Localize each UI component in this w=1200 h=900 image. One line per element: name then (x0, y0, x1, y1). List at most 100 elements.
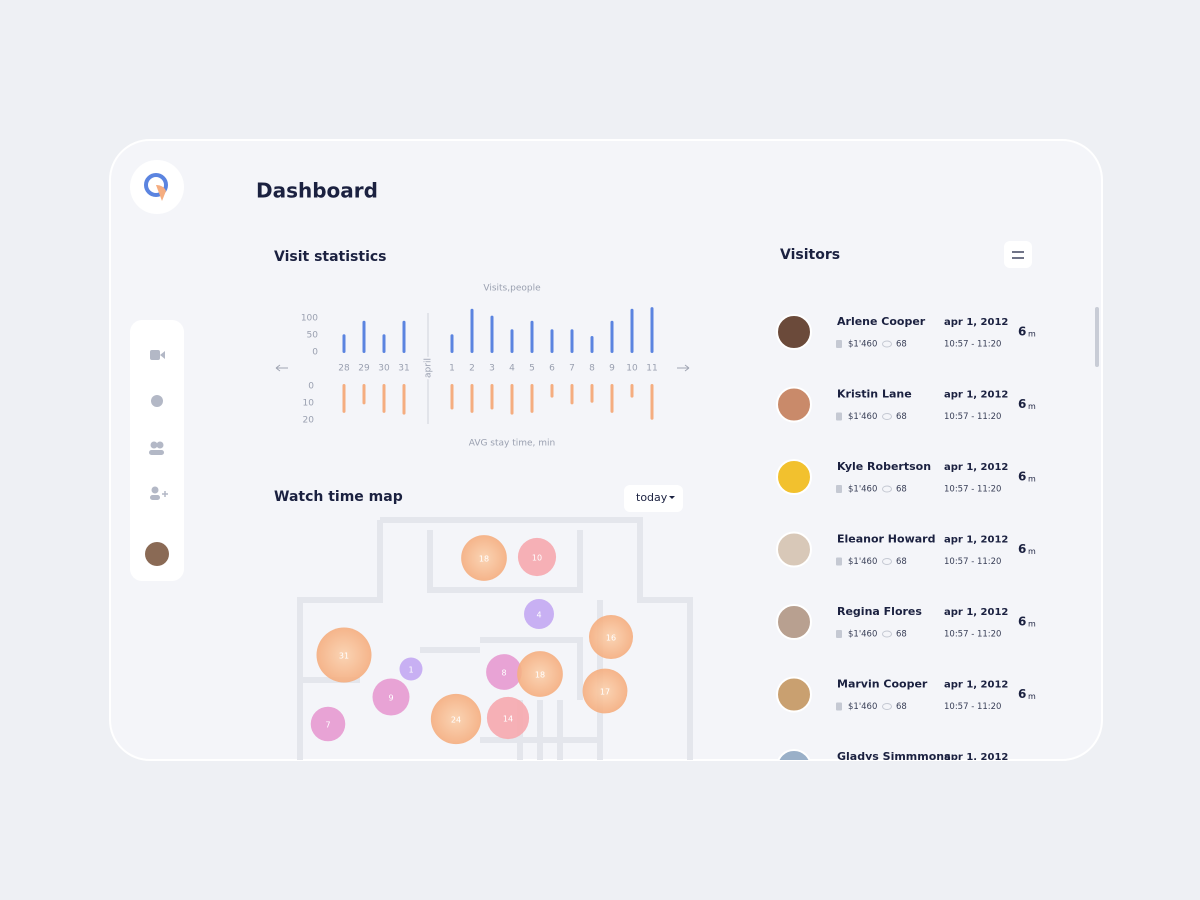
profile-avatar[interactable] (145, 542, 169, 566)
views-icon (882, 340, 892, 348)
bubble-label: 17 (600, 688, 610, 697)
visit-duration: 6 (1018, 325, 1026, 339)
stay-bar (510, 384, 514, 415)
filter-icon (1012, 251, 1024, 259)
visitor-name[interactable]: Eleanor Howard (837, 533, 935, 546)
scrollbar[interactable] (1095, 307, 1099, 367)
stay-bar (590, 384, 594, 403)
map-bubble (430, 693, 482, 745)
visit-views: 68 (896, 702, 907, 712)
visit-time: 10:57 - 11:20 (944, 485, 1001, 495)
map-bubble (461, 535, 507, 581)
visits-bar (610, 320, 614, 353)
duration-unit: m (1028, 475, 1036, 484)
map-bubble (517, 651, 563, 697)
map-bubble (582, 668, 628, 714)
stay-bar (610, 384, 614, 413)
bubble-label: 14 (503, 715, 513, 724)
visit-date: apr 1, 2012 (944, 680, 1008, 691)
logo-icon (144, 173, 168, 197)
views-icon (882, 558, 892, 565)
card (109, 139, 1103, 761)
x-tick-label: 6 (549, 364, 555, 374)
visitor-name[interactable]: Marvin Cooper (837, 678, 928, 691)
map-bubble (372, 678, 410, 716)
period-dropdown[interactable] (624, 485, 683, 512)
y-tick-label: 10 (303, 399, 315, 409)
bubble-label: 18 (479, 555, 489, 564)
map-bubble (310, 706, 346, 742)
bubble-label: 9 (388, 694, 393, 703)
section-title: Visit statistics (274, 249, 387, 265)
stay-bar (382, 384, 386, 413)
amount-icon (836, 485, 842, 493)
period-value: today (636, 491, 668, 504)
map-bubble (486, 654, 522, 690)
nav-users[interactable] (150, 441, 158, 449)
visitor-name[interactable]: Regina Flores (837, 605, 922, 618)
nav-video (160, 351, 165, 359)
bubble-label: 31 (339, 652, 349, 661)
y-tick-label: 100 (301, 314, 318, 324)
duration-unit: m (1028, 547, 1036, 556)
visitor-avatar (776, 749, 812, 760)
visit-date: apr 1, 2012 (944, 462, 1008, 473)
x-tick-label: 8 (589, 364, 595, 374)
visits-bar (402, 320, 406, 353)
y-tick-label: 50 (307, 331, 319, 341)
visit-date: apr 1, 2012 (944, 390, 1008, 401)
visitor-avatar (776, 604, 812, 640)
next-arrow[interactable] (677, 364, 690, 372)
duration-unit: m (1028, 692, 1036, 701)
map-bubble (316, 627, 372, 683)
dropdown-caret (669, 496, 675, 499)
logo-icon (156, 184, 166, 201)
visit-date: apr 1, 2012 (944, 752, 1008, 763)
stay-bar (530, 384, 534, 413)
x-tick-label: 4 (509, 364, 515, 374)
duration-unit: m (1028, 330, 1036, 339)
visits-bar (470, 308, 474, 353)
x-tick-label: 31 (398, 364, 409, 374)
visit-views: 68 (896, 412, 907, 422)
bubble-label: 24 (451, 716, 461, 725)
visits-bar (342, 334, 346, 353)
visitor-avatar (776, 459, 812, 495)
floor-plan (297, 517, 693, 760)
visitor-avatar (776, 531, 812, 568)
visit-duration: 6 (1018, 687, 1026, 701)
nav-add-user[interactable] (151, 486, 159, 494)
nav-stats[interactable] (151, 395, 163, 407)
x-tick-label: 5 (529, 364, 535, 374)
prev-arrow[interactable] (275, 364, 288, 372)
visit-duration: 6 (1018, 542, 1026, 556)
visitor-name[interactable]: Kyle Robertson (837, 460, 931, 473)
visitor-name[interactable]: Arlene Cooper (837, 315, 926, 328)
visitor-name[interactable]: Kristin Lane (837, 388, 912, 401)
visit-duration: 6 (1018, 760, 1026, 774)
y-tick-label: 0 (312, 348, 318, 358)
x-tick-label: 11 (646, 364, 657, 374)
amount-icon (836, 630, 842, 638)
stay-bar (630, 384, 634, 398)
stay-bar (402, 384, 406, 415)
visits-bar (450, 334, 454, 353)
visit-duration: 6 (1018, 397, 1026, 411)
stay-bar (450, 384, 454, 410)
visit-duration: 6 (1018, 615, 1026, 629)
visit-amount: $1'460 (848, 557, 877, 567)
visit-time: 10:57 - 11:20 (944, 702, 1001, 712)
bubble-label: 18 (535, 671, 545, 680)
visit-time: 10:57 - 11:20 (944, 630, 1001, 640)
map-bubble (517, 537, 557, 577)
bubble-label: 10 (532, 554, 542, 563)
duration-unit: m (1028, 402, 1036, 411)
visits-bar (510, 329, 514, 353)
nav-video[interactable] (150, 350, 160, 360)
bubble-label: 8 (501, 669, 506, 678)
visitor-name[interactable]: Gladys Simmmons (837, 750, 951, 763)
filter-button[interactable] (1004, 241, 1032, 268)
views-icon (882, 485, 892, 493)
